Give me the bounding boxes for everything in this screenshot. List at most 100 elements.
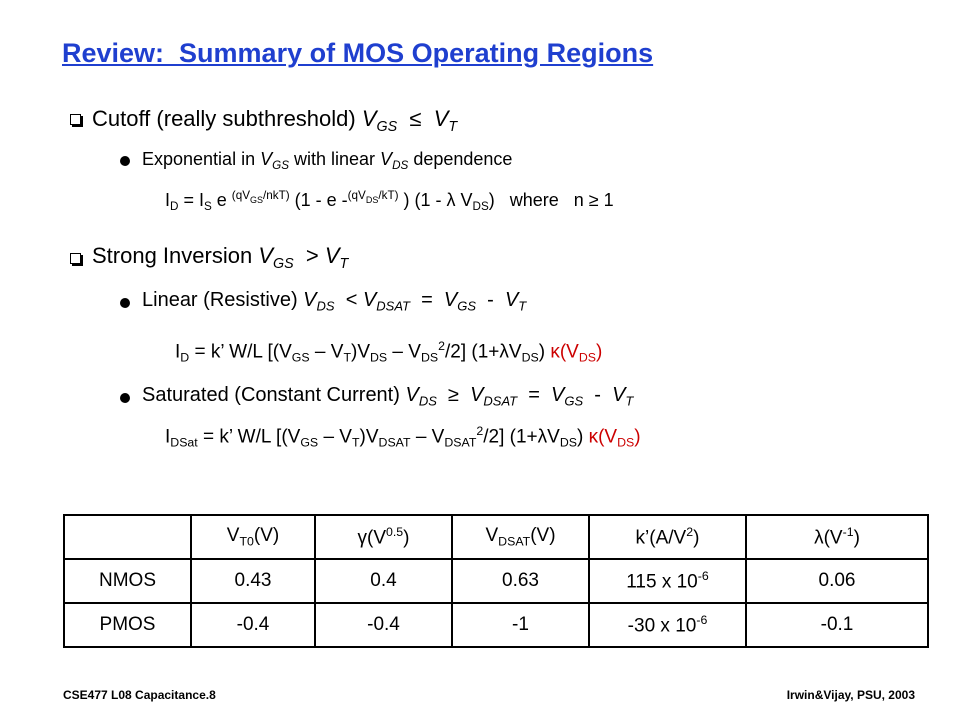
- text-run: I: [175, 341, 181, 363]
- text-run: V: [324, 243, 340, 268]
- text-run: Cutoff (really subthreshold): [92, 106, 362, 131]
- text-run: DS: [392, 159, 409, 173]
- text-run: V: [433, 106, 449, 131]
- text-run: V: [551, 384, 565, 406]
- parameter-table: VT0(V) γ(V0.5) VDSAT(V) k’(A/V2) λ(V-1) NMOS 0…: [63, 514, 929, 648]
- text-run: DS: [559, 435, 577, 450]
- text-run: = k’ W/L [(V: [189, 341, 292, 363]
- text-run: V: [405, 384, 419, 406]
- text-run: 0.4: [370, 570, 397, 591]
- slide-title: Review: Summary of MOS Operating Regions: [62, 38, 654, 68]
- text-run: NMOS: [99, 570, 156, 591]
- table-cell: 0.4: [314, 558, 453, 604]
- square-bullet: [70, 253, 81, 264]
- text-run: Exponential in: [142, 149, 261, 169]
- text-run: )V: [351, 341, 370, 363]
- text-line: Strong Inversion VGS > VT: [92, 243, 348, 272]
- text-run: ): [853, 527, 860, 549]
- text-run: 2: [686, 524, 694, 539]
- dot-bullet: [120, 298, 130, 308]
- text-run: GS: [291, 350, 310, 365]
- table-cell: [63, 514, 192, 560]
- table-cell: 115 x 10-6: [588, 558, 747, 604]
- text-run: /2] (1+λV: [445, 341, 522, 363]
- text-run: GS: [457, 298, 477, 314]
- text-run: DSat: [170, 435, 198, 450]
- text-run: V: [362, 289, 377, 311]
- text-run: – V: [318, 426, 352, 448]
- text-run: DS: [316, 298, 335, 314]
- text-line: ID = IS e (qVGS/nkT) (1 - e -(qVDS/kT) )…: [165, 190, 614, 213]
- text-run: 0.43: [234, 570, 272, 591]
- text-run: ) where n ≥ 1: [488, 190, 614, 211]
- text-line: Saturated (Constant Current) VDS ≥ VDSAT…: [142, 385, 633, 408]
- text-run: =: [410, 289, 444, 311]
- text-run: V: [504, 289, 519, 311]
- text-run: /kT): [378, 189, 399, 202]
- text-run: DS: [521, 350, 539, 365]
- text-run: (V): [530, 525, 556, 547]
- text-run: V: [226, 525, 240, 547]
- text-run: GS: [300, 435, 319, 450]
- text-run: -6: [696, 612, 708, 627]
- text-run: (1 - e -: [289, 190, 348, 211]
- table-row: PMOS -0.4 -0.4 -1 -30 x 10-6 -0.1: [63, 602, 929, 648]
- text-run: T0: [239, 534, 254, 549]
- text-run: Strong Inversion: [92, 243, 259, 268]
- table-cell: -0.1: [745, 602, 929, 648]
- text-run: -: [583, 384, 613, 406]
- table-header-cell: VT0(V): [190, 514, 316, 560]
- text-line: Exponential in VGS with linear VDS depen…: [142, 150, 512, 172]
- text-run: DSAT: [483, 393, 518, 409]
- text-run: PMOS: [99, 614, 156, 635]
- text-run: =: [517, 384, 552, 406]
- text-run: /2] (1+λV: [483, 426, 560, 448]
- text-line: Cutoff (really subthreshold) VGS ≤ VT: [92, 106, 458, 135]
- text-run: – V: [387, 341, 421, 363]
- table-cell: 0.63: [451, 558, 590, 604]
- text-run: = I: [178, 190, 204, 211]
- text-run: ≤: [397, 106, 434, 131]
- table-header-cell: VDSAT(V): [451, 514, 590, 560]
- text-run: -1: [842, 524, 854, 539]
- text-run: GS: [250, 194, 264, 205]
- table-row: NMOS 0.43 0.4 0.63 115 x 10-6 0.06: [63, 558, 929, 604]
- text-run: DS: [420, 350, 439, 365]
- text-run: S: [203, 200, 212, 214]
- text-run: DS: [617, 435, 635, 450]
- text-run: (V): [253, 525, 280, 547]
- text-run: T: [343, 350, 351, 365]
- table-cell: 0.43: [190, 558, 316, 604]
- text-run: Linear (Resistive): [142, 289, 304, 311]
- text-run: ): [634, 426, 641, 448]
- dot-bullet: [120, 393, 130, 403]
- text-run: D: [180, 350, 190, 365]
- text-run: /nkT): [263, 189, 290, 202]
- text-run: DSAT: [376, 298, 410, 314]
- table-cell: -30 x 10-6: [588, 602, 747, 648]
- text-run: T: [518, 298, 527, 314]
- text-run: DS: [365, 194, 379, 205]
- table-cell: 0.06: [745, 558, 929, 604]
- text-run: V: [470, 384, 484, 406]
- text-run: -0.4: [236, 614, 270, 635]
- text-run: ): [403, 527, 410, 549]
- text-run: -0.4: [367, 614, 400, 635]
- text-run: λ(V: [814, 527, 843, 549]
- table-header-cell: λ(V-1): [745, 514, 929, 560]
- square-bullet: [70, 114, 81, 125]
- text-run: 0.5: [386, 524, 404, 539]
- footer-right: Irwin&Vijay, PSU, 2003: [786, 688, 915, 702]
- text-run: – V: [309, 341, 344, 363]
- text-line: ID = k’ W/L [(VGS – VT)VDS – VDS2/2] (1+…: [175, 340, 602, 364]
- text-line: Linear (Resistive) VDS < VDSAT = VGS - V…: [142, 290, 526, 313]
- text-run: 115 x 10: [626, 571, 698, 593]
- text-run: T: [448, 119, 458, 135]
- text-run: V: [361, 106, 377, 131]
- text-run: 0.06: [818, 570, 856, 591]
- table-cell: -1: [451, 602, 590, 648]
- text-run: ≥: [436, 384, 471, 406]
- text-run: I: [165, 190, 171, 211]
- text-run: 0.63: [502, 570, 539, 591]
